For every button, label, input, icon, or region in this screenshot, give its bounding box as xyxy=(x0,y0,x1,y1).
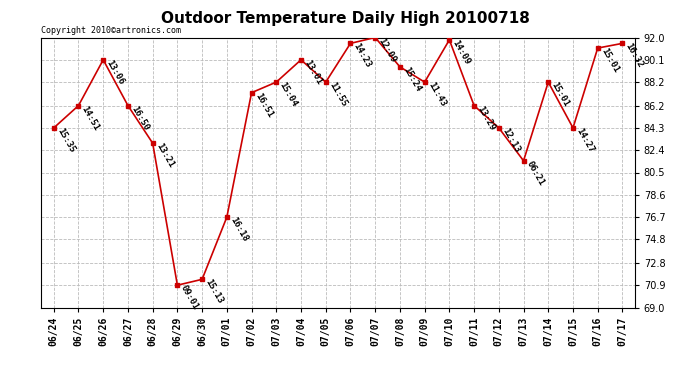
Text: 11:43: 11:43 xyxy=(426,81,447,108)
Text: 12:09: 12:09 xyxy=(377,36,398,64)
Text: 16:18: 16:18 xyxy=(228,216,250,243)
Text: 14:09: 14:09 xyxy=(451,39,472,66)
Text: 12:13: 12:13 xyxy=(500,126,522,154)
Text: 15:35: 15:35 xyxy=(55,126,77,154)
Text: 13:01: 13:01 xyxy=(302,58,324,86)
Text: 14:27: 14:27 xyxy=(574,126,595,154)
Text: 06:21: 06:21 xyxy=(525,159,546,187)
Text: 16:51: 16:51 xyxy=(253,91,274,119)
Text: 15:24: 15:24 xyxy=(402,66,422,93)
Text: 15:04: 15:04 xyxy=(277,81,299,108)
Text: 13:06: 13:06 xyxy=(105,58,126,86)
Text: 09:01: 09:01 xyxy=(179,284,200,312)
Text: 16:32: 16:32 xyxy=(624,42,645,70)
Text: Copyright 2010©artronics.com: Copyright 2010©artronics.com xyxy=(41,26,181,35)
Text: 14:51: 14:51 xyxy=(80,104,101,132)
Text: 14:23: 14:23 xyxy=(352,42,373,70)
Text: 15:01: 15:01 xyxy=(599,46,620,75)
Text: 15:01: 15:01 xyxy=(550,81,571,108)
Text: 13:29: 13:29 xyxy=(475,104,497,132)
Text: Outdoor Temperature Daily High 20100718: Outdoor Temperature Daily High 20100718 xyxy=(161,11,529,26)
Text: 16:50: 16:50 xyxy=(129,104,150,132)
Text: 13:21: 13:21 xyxy=(154,142,175,170)
Text: 15:13: 15:13 xyxy=(204,278,225,306)
Text: 11:55: 11:55 xyxy=(327,81,348,108)
